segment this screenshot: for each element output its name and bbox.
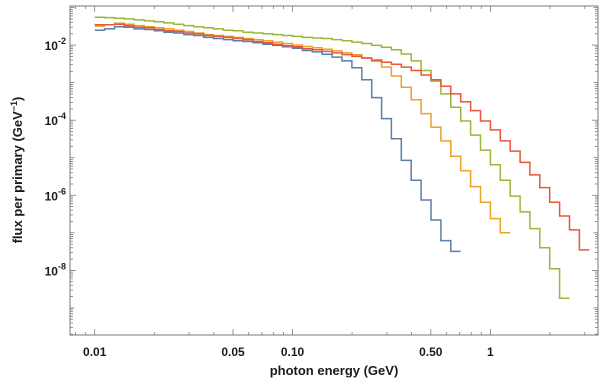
x-tick-label: 0.50 (419, 345, 443, 359)
y-tick-label: 10-4 (45, 111, 66, 128)
x-tick-label: 0.01 (83, 345, 107, 359)
x-tick-label: 0.10 (281, 345, 305, 359)
x-tick-label: 1 (487, 345, 494, 359)
series-layer (94, 16, 590, 300)
x-tick-label: 0.05 (221, 345, 245, 359)
y-tick-label: 10-8 (45, 261, 66, 278)
y-tick-label: 10-2 (45, 36, 66, 53)
y-axis-title-exponent: −1 (9, 101, 19, 111)
x-axis-ticks: 0.01 0.05 0.10 0.50 1 (75, 6, 586, 359)
x-axis-title: photon energy (GeV) (270, 363, 399, 378)
y-axis-title: flux per primary (GeV−1) (9, 97, 25, 244)
series-3-line (94, 16, 570, 300)
y-axis-ticks: 10-2 10-4 10-6 10-8 (45, 7, 598, 335)
y-tick-label: 10-6 (45, 186, 66, 203)
y-axis-title-text: flux per primary (GeV (10, 111, 25, 244)
plot-frame (69, 5, 599, 336)
series-2-line (94, 22, 511, 234)
series-4-line (94, 23, 590, 251)
series-1-line (94, 25, 461, 253)
y-axis-title-close: ) (10, 97, 25, 101)
